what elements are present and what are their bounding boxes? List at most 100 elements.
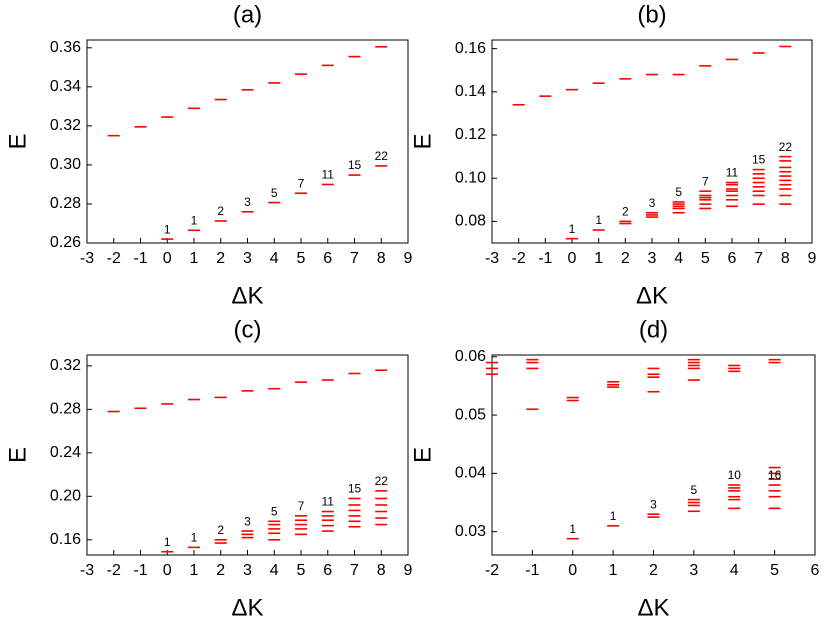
x-tick-label: 9	[404, 250, 413, 267]
count-label: 16	[768, 468, 782, 482]
y-tick-label: 0.16	[455, 40, 486, 57]
panel-title: (d)	[639, 316, 668, 343]
count-label: 11	[322, 168, 335, 182]
x-tick-label: 9	[808, 250, 817, 267]
y-tick-label: 0.12	[455, 126, 486, 143]
x-tick-label: -1	[525, 562, 539, 579]
count-label: 1	[164, 222, 171, 236]
x-tick-label: 1	[609, 562, 618, 579]
plot-frame	[491, 354, 816, 556]
count-label: 5	[271, 504, 278, 518]
count-label: 1	[164, 535, 171, 549]
count-label: 7	[298, 499, 305, 513]
count-label: 1	[595, 213, 602, 227]
y-tick-label: 0.16	[50, 531, 81, 548]
x-tick-label: -3	[485, 250, 499, 267]
count-label: 3	[649, 196, 656, 210]
count-label: 15	[752, 153, 766, 167]
count-label: 1	[610, 509, 617, 523]
count-label: 7	[298, 176, 305, 190]
x-axis-label: ΔK	[231, 594, 263, 621]
x-tick-label: -2	[107, 250, 121, 267]
x-tick-label: 0	[163, 562, 172, 579]
count-label: 22	[779, 140, 793, 154]
x-tick-label: 1	[190, 562, 199, 579]
x-tick-label: 2	[621, 250, 630, 267]
count-label: 11	[726, 166, 739, 180]
count-label: 5	[691, 483, 698, 497]
x-tick-label: 8	[781, 250, 790, 267]
x-tick-label: 5	[297, 562, 306, 579]
x-tick-label: 6	[811, 562, 820, 579]
x-tick-label: 5	[770, 562, 779, 579]
x-tick-label: 6	[728, 250, 737, 267]
count-label: 3	[650, 497, 657, 511]
x-tick-label: 5	[297, 250, 306, 267]
x-tick-label: -2	[512, 250, 526, 267]
x-tick-label: -3	[80, 250, 94, 267]
x-tick-label: 7	[350, 250, 359, 267]
panel-title: (b)	[637, 1, 666, 28]
count-label: 1	[191, 213, 198, 227]
x-tick-label: 8	[377, 562, 386, 579]
count-label: 3	[244, 195, 251, 209]
x-tick-label: 7	[754, 250, 763, 267]
panel-title: (a)	[233, 1, 262, 28]
x-tick-label: -2	[485, 562, 499, 579]
x-tick-label: 2	[216, 250, 225, 267]
panel-title: (c)	[234, 316, 262, 343]
x-tick-label: -1	[133, 562, 147, 579]
count-label: 2	[217, 523, 224, 537]
x-tick-label: 2	[649, 562, 658, 579]
x-tick-label: 5	[701, 250, 710, 267]
x-tick-label: 0	[568, 250, 577, 267]
count-label: 22	[375, 474, 389, 488]
count-label: 5	[271, 186, 278, 200]
y-tick-label: 0.32	[50, 357, 81, 374]
count-label: 15	[348, 482, 362, 496]
y-tick-label: 0.03	[455, 523, 486, 540]
y-tick-label: 0.14	[455, 83, 486, 100]
count-label: 3	[244, 514, 251, 528]
y-tick-label: 0.10	[455, 169, 486, 186]
count-label: 15	[348, 158, 362, 172]
y-tick-label: 0.20	[50, 488, 81, 505]
y-tick-label: 0.28	[50, 195, 81, 212]
x-tick-label: 4	[270, 250, 279, 267]
y-axis-label: E	[4, 447, 31, 463]
x-tick-label: 4	[674, 250, 683, 267]
y-tick-label: 0.30	[50, 156, 81, 173]
count-label: 5	[675, 185, 682, 199]
x-tick-label: 1	[594, 250, 603, 267]
x-tick-label: -1	[133, 250, 147, 267]
count-label: 7	[702, 174, 709, 188]
y-tick-label: 0.05	[455, 406, 486, 423]
count-label: 2	[622, 205, 629, 219]
y-tick-label: 0.32	[50, 117, 81, 134]
x-tick-label: 3	[243, 562, 252, 579]
y-tick-label: 0.36	[50, 39, 81, 56]
y-tick-label: 0.26	[50, 234, 81, 251]
x-tick-label: 8	[377, 250, 386, 267]
x-tick-label: 0	[568, 562, 577, 579]
x-tick-label: 3	[243, 250, 252, 267]
x-tick-label: 1	[190, 250, 199, 267]
x-tick-label: -2	[107, 562, 121, 579]
y-axis-label: E	[409, 447, 436, 463]
count-label: 22	[375, 149, 389, 163]
x-axis-label: ΔK	[637, 594, 669, 621]
x-tick-label: 4	[730, 562, 739, 579]
x-tick-label: 6	[323, 250, 332, 267]
y-axis-label: E	[409, 133, 436, 149]
y-tick-label: 0.06	[455, 348, 486, 365]
y-tick-label: 0.04	[455, 465, 486, 482]
x-tick-label: 3	[689, 562, 698, 579]
x-tick-label: -1	[538, 250, 552, 267]
x-tick-label: 9	[404, 562, 413, 579]
x-tick-label: -3	[80, 562, 94, 579]
y-tick-label: 0.28	[50, 401, 81, 418]
y-tick-label: 0.24	[50, 444, 81, 461]
x-axis-label: ΔK	[636, 282, 668, 309]
y-axis-label: E	[4, 133, 31, 149]
